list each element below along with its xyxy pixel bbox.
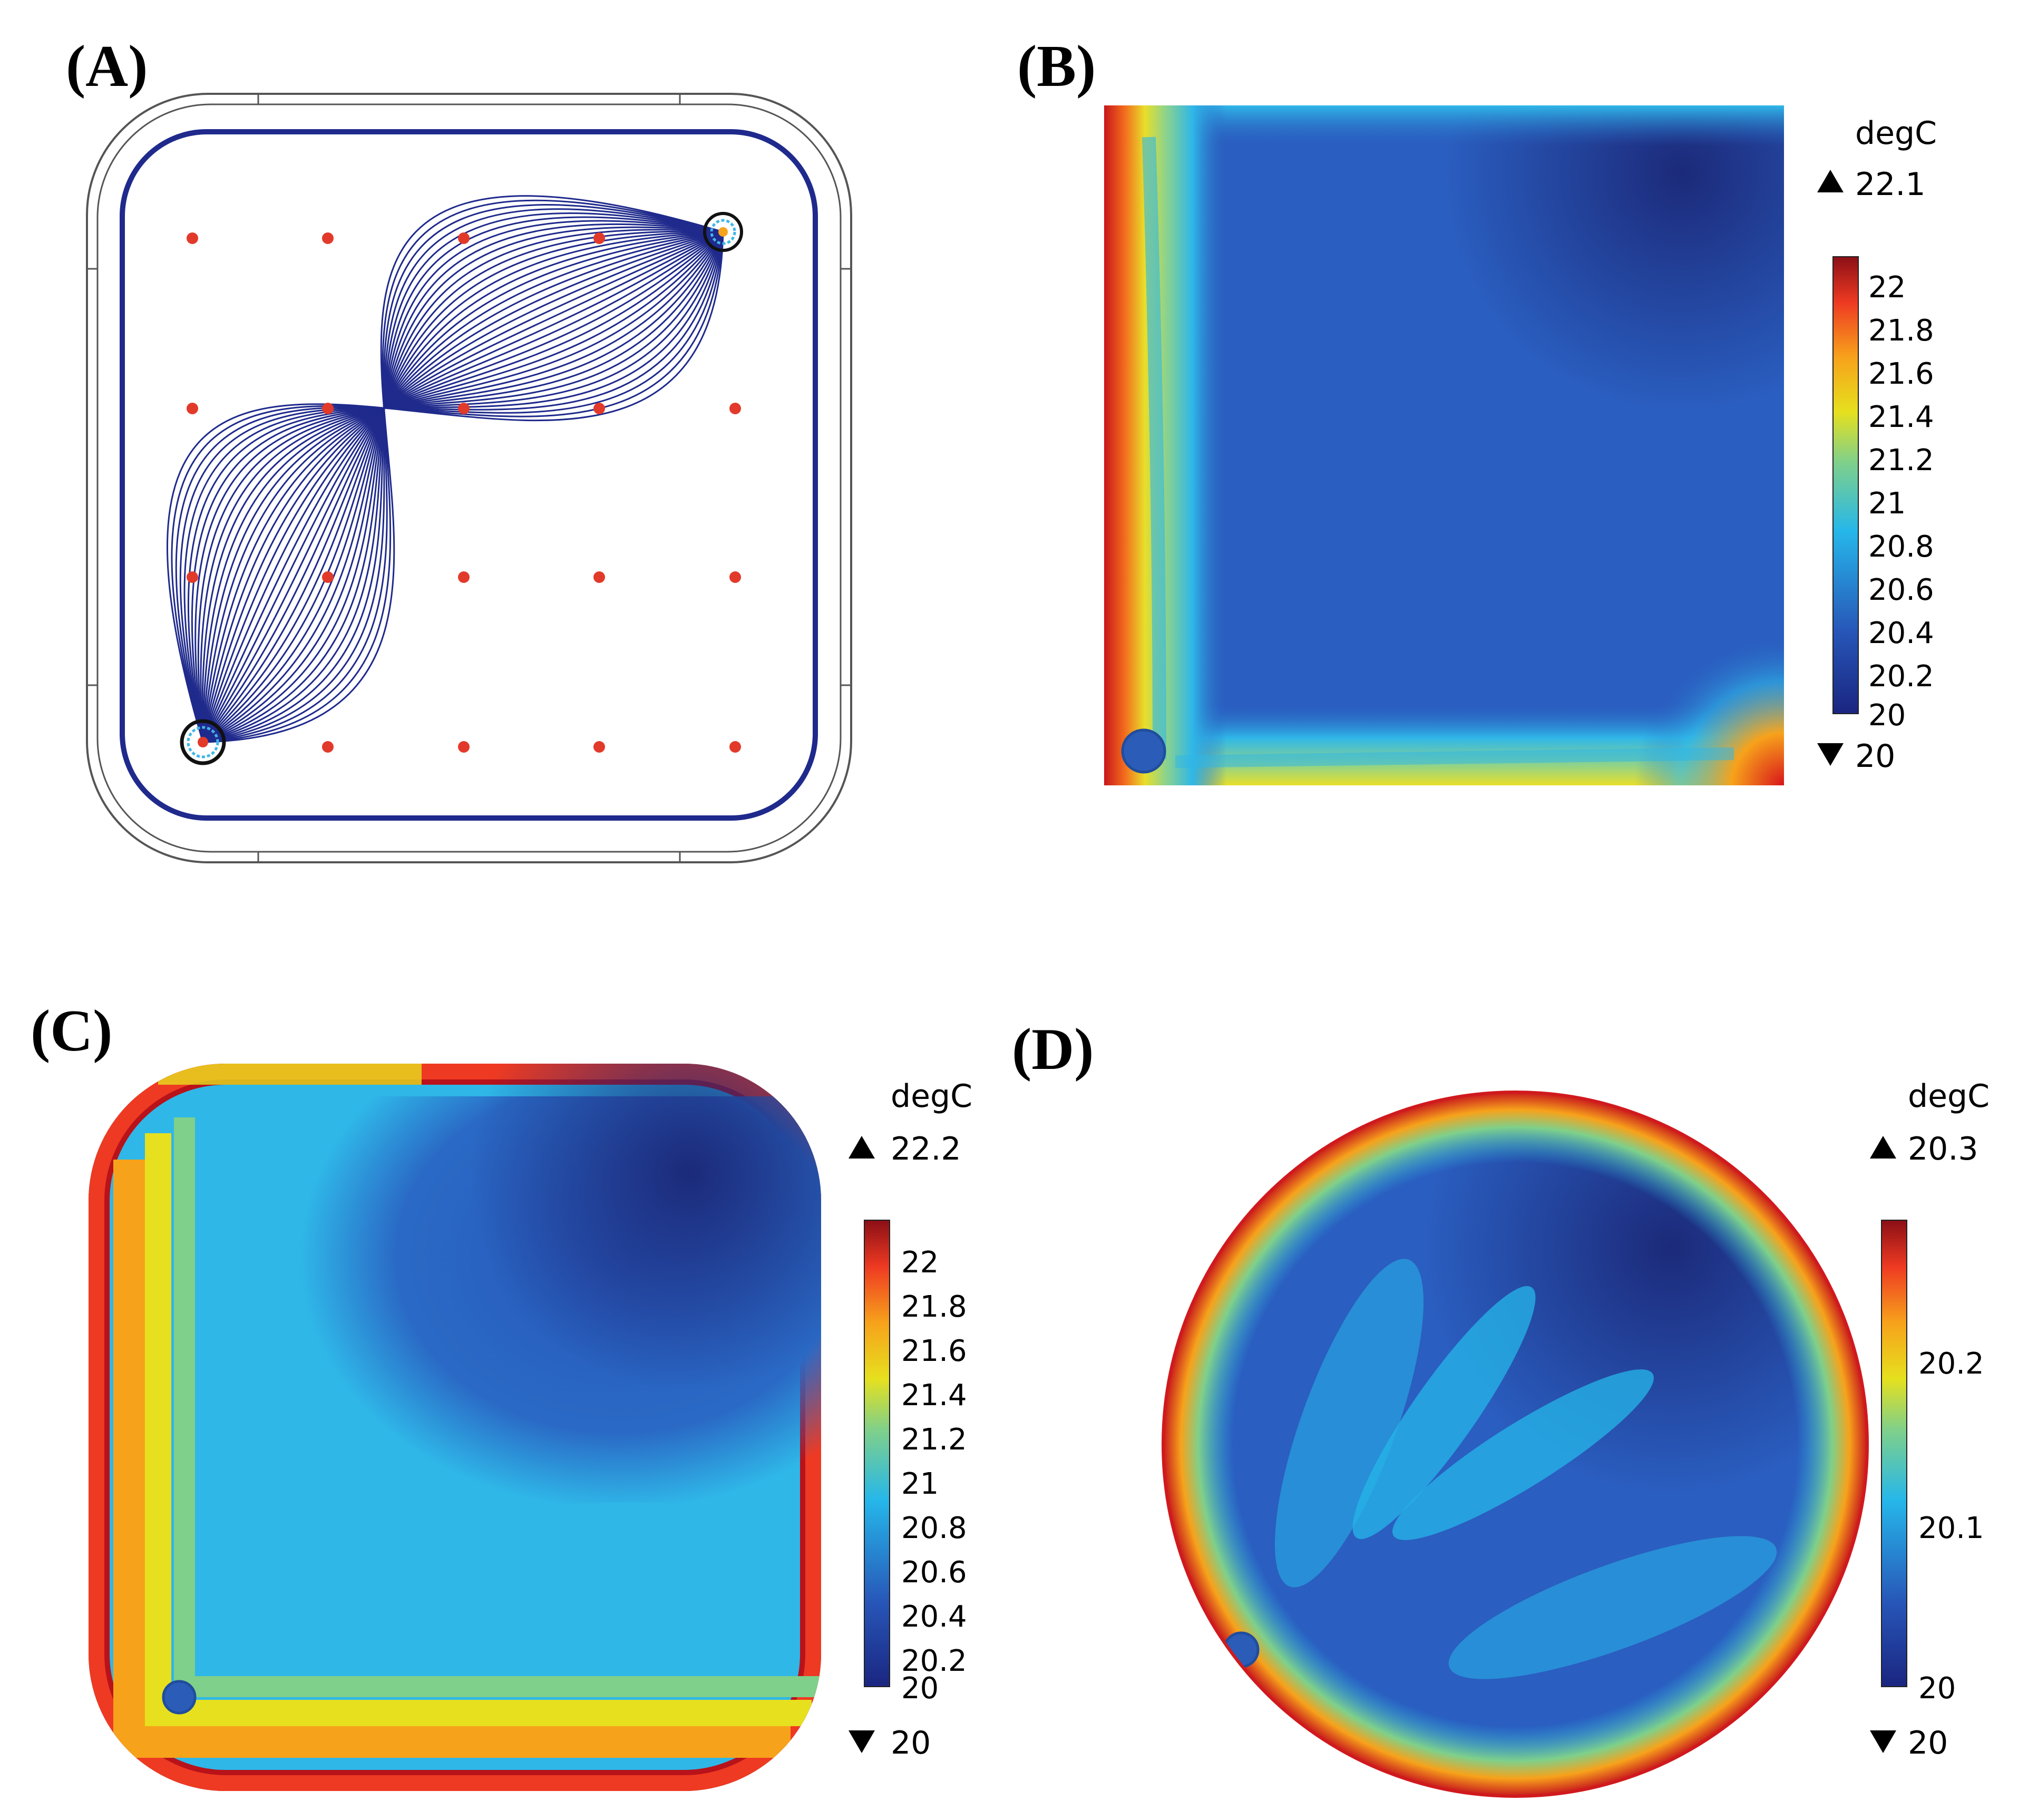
measurement-point [593, 741, 605, 753]
streamline [202, 216, 724, 743]
measurement-point [593, 232, 605, 244]
colorbar-c-tick: 21.8 [901, 1290, 967, 1324]
streamline [166, 231, 724, 743]
streamline [201, 231, 724, 743]
colorbar-b-tick: 21.2 [1868, 443, 1934, 478]
max-triangle-c [849, 1136, 875, 1159]
measurement-point [593, 403, 605, 414]
measurement-point [322, 403, 334, 414]
colorbar-b-tick: 21.6 [1868, 357, 1934, 391]
streamline [197, 231, 724, 743]
panel-c-temperature-map [89, 1064, 821, 1791]
panel-d-boundary [1162, 1091, 1869, 1798]
measurement-point [458, 571, 470, 583]
measurement-point [458, 741, 470, 753]
min-triangle-d [1870, 1730, 1896, 1753]
max-triangle-b [1817, 170, 1844, 192]
unit-label-c: degC [891, 1078, 972, 1115]
measurement-point [458, 232, 470, 244]
streamline [202, 230, 724, 743]
measurement-point [187, 232, 198, 244]
measurement-point [187, 571, 198, 583]
panel-c-label: (C) [31, 998, 113, 1064]
colorbar-b-tick: 22 [1868, 270, 1906, 305]
panel-a-streamlines [86, 93, 852, 863]
streamline [200, 231, 724, 743]
measurement-point [322, 741, 334, 753]
panel-a-label: (A) [66, 34, 148, 99]
colorbar-c-tick: 20 [901, 1671, 939, 1706]
measurement-point [729, 571, 741, 583]
measurement-point [187, 403, 198, 414]
min-value-c: 20 [891, 1725, 931, 1761]
max-value-c: 22.2 [891, 1131, 961, 1167]
colorbar-d-tick: 20.2 [1918, 1347, 1984, 1381]
colorbar-c-tick: 22 [901, 1245, 939, 1280]
colorbar-c-tick: 20.8 [901, 1511, 967, 1545]
measurement-point [322, 571, 334, 583]
colorbar-b-tick: 20.6 [1868, 573, 1934, 607]
min-value-d: 20 [1908, 1725, 1948, 1761]
unit-label-b: degC [1855, 115, 1937, 152]
colorbar-b-tick: 21 [1868, 486, 1906, 521]
colorbar-c-tick: 21.6 [901, 1334, 967, 1368]
colorbar-b-tick: 20 [1868, 698, 1906, 733]
streamline [202, 199, 724, 743]
panel-d-temperature-map [1163, 1092, 1867, 1796]
colorbar-b-tick: 20.2 [1868, 659, 1934, 694]
colorbar-c-tick: 20.4 [901, 1600, 967, 1634]
measurement-point [729, 403, 741, 414]
streamline [194, 231, 724, 743]
inlet-marker [180, 719, 226, 765]
colorbar-c-tick: 21.4 [901, 1378, 967, 1413]
colorbar-c-tick: 20.6 [901, 1555, 967, 1590]
unit-label-d: degC [1908, 1078, 1990, 1115]
colorbar-d [1881, 1220, 1907, 1687]
streamline [202, 208, 724, 743]
panel-b-temperature-map [1104, 105, 1784, 785]
measurement-point [729, 741, 741, 753]
measurement-point [593, 571, 605, 583]
max-value-d: 20.3 [1908, 1131, 1978, 1167]
measurement-point [322, 232, 334, 244]
max-triangle-d [1870, 1136, 1896, 1159]
panel-b-label: (B) [1017, 34, 1096, 99]
colorbar-c-tick: 21.2 [901, 1423, 967, 1457]
colorbar-b-tick: 20.8 [1868, 530, 1934, 564]
min-triangle-b [1817, 743, 1844, 766]
colorbar-b [1832, 256, 1859, 714]
colorbar-c-tick: 21 [901, 1467, 939, 1501]
panel-d-label: (D) [1012, 1017, 1094, 1082]
colorbar-b-tick: 20.4 [1868, 616, 1934, 650]
min-triangle-c [849, 1730, 875, 1753]
max-value-b: 22.1 [1855, 166, 1926, 203]
colorbar-d-tick: 20 [1918, 1671, 1956, 1706]
streamline [202, 229, 724, 743]
min-value-b: 20 [1855, 738, 1896, 775]
streamline [191, 231, 724, 743]
colorbar-d-tick: 20.1 [1918, 1511, 1984, 1545]
colorbar-b-tick: 21.8 [1868, 314, 1934, 348]
colorbar-b-tick: 21.4 [1868, 400, 1934, 434]
streamline [202, 231, 724, 743]
outlet-marker [703, 212, 743, 252]
colorbar-c-tick: 20.2 [901, 1644, 967, 1678]
measurement-point [458, 403, 470, 414]
colorbar-c [864, 1220, 890, 1687]
